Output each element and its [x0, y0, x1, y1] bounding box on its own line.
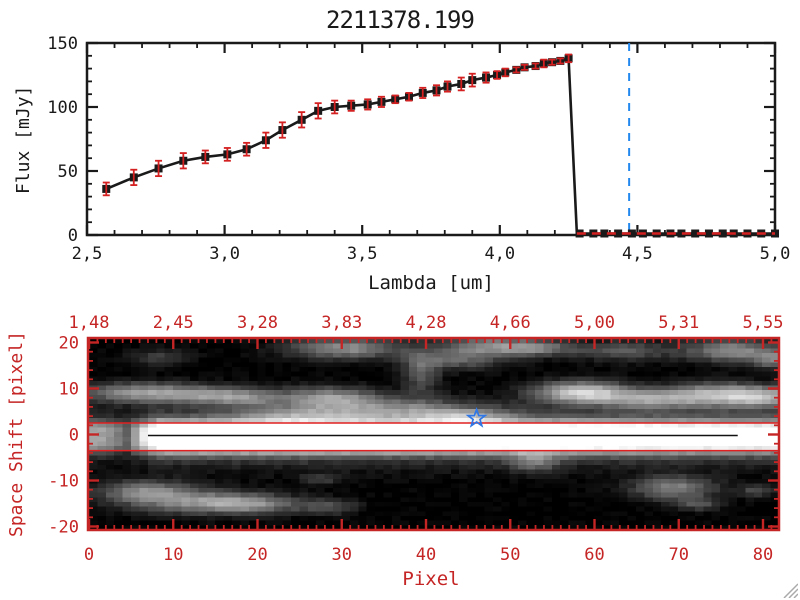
pixel-tick-label: 0 [84, 545, 94, 565]
zero-flux-marker [704, 229, 713, 238]
pixel-tick-label: 80 [753, 545, 773, 565]
pixel-tick-label: 60 [584, 545, 604, 565]
pixel-tick-label: 20 [247, 545, 267, 565]
spectral-image-canvas [89, 339, 779, 530]
svg-text:150: 150 [47, 34, 78, 54]
spectrum-markers [102, 54, 779, 238]
pixel-tick-label: 10 [163, 545, 183, 565]
spectrum-axes [85, 41, 777, 237]
spectrum-line [105, 56, 775, 235]
svg-text:0: 0 [68, 226, 78, 246]
zero-flux-marker [729, 229, 738, 238]
svg-text:100: 100 [47, 98, 78, 118]
zero-flux-marker [743, 229, 752, 238]
wavelength-tick-label: 5,00 [574, 313, 615, 333]
wavelength-tick-label: 4,28 [406, 313, 447, 333]
zero-flux-marker [600, 229, 609, 238]
space-shift-tick-label: 10 [59, 380, 79, 400]
spectrum-tick-labels: 2,5 3,0 3,5 4,0 4,5 5,0 0 50 100 150 [47, 34, 790, 264]
svg-text:4,0: 4,0 [484, 244, 515, 264]
svg-text:3,0: 3,0 [209, 244, 240, 264]
flux-axis-label: Flux [mJy] [13, 85, 34, 194]
svg-text:5,0: 5,0 [760, 244, 791, 264]
space-shift-tick-label: -10 [48, 472, 79, 492]
pixel-tick-label: 50 [500, 545, 520, 565]
svg-text:3,5: 3,5 [347, 244, 378, 264]
zero-flux-marker [638, 229, 647, 238]
space-shift-tick-label: 20 [59, 334, 79, 354]
wavelength-tick-label: 3,28 [237, 313, 278, 333]
zero-flux-marker [575, 229, 584, 238]
svg-text:2,5: 2,5 [72, 244, 103, 264]
zero-flux-marker [614, 229, 623, 238]
wavelength-tick-label: 5,31 [658, 313, 699, 333]
zero-flux-marker [589, 229, 598, 238]
wavelength-tick-label: 2,45 [153, 313, 194, 333]
pixel-tick-label: 70 [669, 545, 689, 565]
wavelength-tick-label: 4,66 [490, 313, 531, 333]
zero-flux-marker [757, 229, 766, 238]
svg-text:50: 50 [58, 162, 78, 182]
pixel-tick-label: 40 [416, 545, 436, 565]
spectrum-error-bars [102, 53, 573, 197]
zero-flux-marker [677, 229, 686, 238]
wavelength-tick-label: 1,48 [69, 313, 110, 333]
zero-flux-marker [691, 229, 700, 238]
pixel-tick-label: 30 [332, 545, 352, 565]
wavelength-tick-label: 5,55 [743, 313, 784, 333]
zero-flux-marker [718, 229, 727, 238]
pixel-axis-label: Pixel [402, 568, 460, 590]
zero-flux-marker [771, 229, 779, 238]
wavelength-tick-label: 3,83 [321, 313, 362, 333]
space-shift-axis-label: Space Shift [pixel] [6, 331, 27, 537]
zero-flux-marker [652, 229, 661, 238]
spectrum-title: 2211378.199 [326, 6, 475, 34]
space-shift-tick-label: 0 [69, 426, 79, 446]
svg-text:4,5: 4,5 [622, 244, 653, 264]
space-shift-tick-label: -20 [48, 518, 79, 538]
resize-grip[interactable] [780, 582, 798, 598]
zero-flux-marker [627, 229, 636, 238]
lambda-axis-label: Lambda [um] [368, 272, 494, 294]
zero-flux-marker [666, 229, 675, 238]
